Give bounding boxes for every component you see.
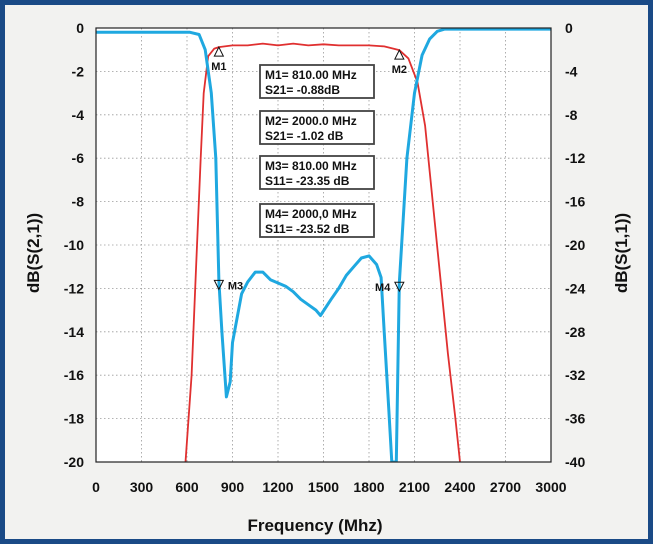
grid <box>96 28 551 462</box>
y-tick-label-right: -20 <box>565 237 585 253</box>
marker-m4-symbol <box>394 281 405 293</box>
marker-m1-symbol <box>213 45 225 57</box>
y-tick-label-right: -12 <box>565 150 585 166</box>
readout-line2-3: S11= -23.35 dB <box>265 174 350 188</box>
readout-line1-4: M4= 2000,0 MHz <box>265 207 357 221</box>
y-tick-label-left: -20 <box>64 454 84 470</box>
y-axis-label-right: dB(S(1,1)) <box>612 213 631 293</box>
y-tick-label-left: -10 <box>64 237 84 253</box>
marker-m2-label: M2 <box>392 64 407 76</box>
y-tick-label-left: -12 <box>64 280 84 296</box>
x-tick-label: 2400 <box>444 479 475 495</box>
tick-labels: 0 300 600 900 1200 1500 1800 2100 2400 2700 3000 0 0… <box>64 20 586 495</box>
y-tick-label-left: 0 <box>76 20 84 36</box>
marker-m4-label: M4 <box>375 282 391 294</box>
x-tick-label: 0 <box>92 479 100 495</box>
y-tick-label-left: -18 <box>64 411 84 427</box>
y-tick-label-right: -8 <box>565 107 578 123</box>
readout-box-3 <box>259 155 375 190</box>
marker-m3-symbol <box>213 279 225 291</box>
y-axis-label-left: dB(S(2,1)) <box>24 213 43 293</box>
marker-m3-label: M3 <box>228 280 243 292</box>
y-tick-label-left: -8 <box>72 194 85 210</box>
y-tick-label-right: -4 <box>565 63 578 79</box>
readout-box-2 <box>259 110 375 145</box>
s11-trace <box>96 28 551 462</box>
x-tick-label: 1500 <box>308 479 339 495</box>
x-tick-label: 1800 <box>353 479 384 495</box>
y-tick-label-right: -32 <box>565 367 585 383</box>
marker-m1-label: M1 <box>211 61 226 73</box>
readout-line1-2: M2= 2000.0 MHz <box>265 114 357 128</box>
y-tick-label-right: -28 <box>565 324 585 340</box>
y-tick-label-right: -16 <box>565 194 585 210</box>
y-tick-label-left: -16 <box>64 367 84 383</box>
y-tick-label-right: 0 <box>565 20 573 36</box>
chart-frame: M1 M2 M3 M4 0 300 600 900 1200 1500 1800 2100 2400 2… <box>5 5 648 539</box>
plot-border <box>95 27 552 463</box>
y-tick-label-left: -6 <box>72 150 85 166</box>
y-tick-label-left: -4 <box>72 107 85 123</box>
x-tick-label: 2100 <box>399 479 430 495</box>
readout-line1-3: M3= 810.00 MHz <box>265 159 357 173</box>
readout-line2-2: S21= -1.02 dB <box>265 129 344 143</box>
y-tick-label-right: -24 <box>565 280 585 296</box>
x-tick-label: 1200 <box>262 479 293 495</box>
x-tick-label: 900 <box>221 479 245 495</box>
marker-m2-symbol <box>394 49 405 60</box>
readout-box-4 <box>259 203 375 238</box>
readout-box-1 <box>259 64 375 99</box>
y-tick-label-right: -36 <box>565 411 585 427</box>
readout-line2-1: S21= -0.88dB <box>265 83 340 97</box>
x-tick-label: 3000 <box>535 479 566 495</box>
x-tick-label: 600 <box>175 479 199 495</box>
y-tick-label-left: -14 <box>64 324 84 340</box>
y-tick-label-right: -40 <box>565 454 585 470</box>
x-tick-label: 300 <box>130 479 154 495</box>
readout-line1-1: M1= 810.00 MHz <box>265 68 357 82</box>
x-axis-label: Frequency (Mhz) <box>247 516 382 535</box>
y-tick-label-left: -2 <box>72 63 85 79</box>
plot-area: M1 M2 M3 M4 <box>95 27 552 463</box>
s21-trace <box>184 42 461 462</box>
sparameter-chart: M1 M2 M3 M4 0 300 600 900 1200 1500 1800 2100 2400 2… <box>24 20 631 535</box>
x-tick-label: 2700 <box>490 479 521 495</box>
readout-line2-4: S11= -23.52 dB <box>265 222 350 236</box>
